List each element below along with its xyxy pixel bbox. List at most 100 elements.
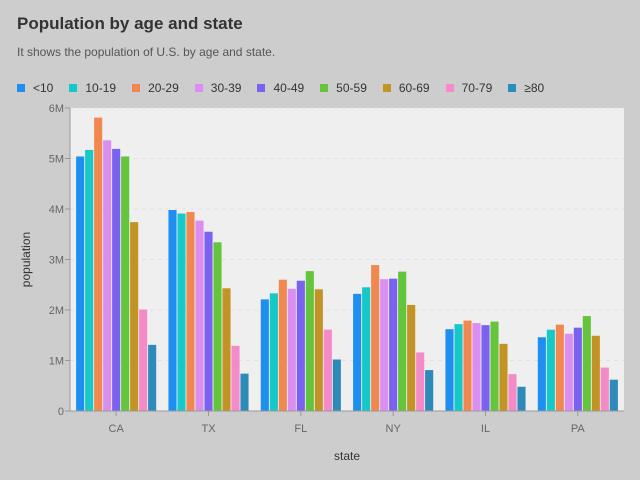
legend-swatch bbox=[445, 84, 454, 92]
y-tick-label: 5M bbox=[49, 154, 64, 166]
legend-label: 70-79 bbox=[461, 81, 493, 95]
bar bbox=[260, 299, 269, 411]
bar bbox=[278, 279, 287, 411]
legend: <10 10-19 20-29 30-39 40-49 50-59 60-69 70-79 ≥8… bbox=[17, 81, 560, 95]
x-tick-label: CA bbox=[109, 423, 125, 435]
legend-swatch bbox=[69, 84, 78, 92]
plot-area bbox=[70, 108, 624, 411]
bar bbox=[168, 210, 177, 411]
legend-item[interactable]: 20-29 bbox=[132, 81, 179, 95]
legend-swatch bbox=[132, 84, 141, 92]
bar bbox=[537, 337, 546, 411]
bar bbox=[121, 156, 130, 411]
bar bbox=[472, 323, 481, 411]
bar bbox=[371, 265, 380, 411]
legend-label: <10 bbox=[33, 81, 54, 95]
bar bbox=[398, 271, 407, 411]
legend-label: 50-59 bbox=[336, 81, 367, 95]
y-tick-label: 0 bbox=[58, 406, 64, 418]
legend-item[interactable]: 30-39 bbox=[194, 81, 242, 95]
bar bbox=[481, 325, 490, 411]
legend-label: ≥80 bbox=[524, 81, 545, 95]
bar bbox=[564, 333, 573, 411]
bar bbox=[573, 327, 582, 411]
bar bbox=[296, 280, 305, 411]
legend-swatch bbox=[17, 84, 25, 92]
legend-swatch bbox=[320, 84, 329, 92]
bar bbox=[204, 231, 213, 411]
bar bbox=[231, 345, 240, 411]
bar bbox=[195, 220, 204, 411]
chart-title: Population by age and state bbox=[17, 14, 243, 33]
bar bbox=[555, 324, 564, 411]
y-axis-title: population bbox=[19, 232, 33, 287]
x-axis-title: state bbox=[334, 449, 360, 463]
bar bbox=[112, 148, 121, 411]
bar bbox=[323, 329, 332, 411]
bar bbox=[517, 386, 526, 411]
bar bbox=[362, 287, 371, 411]
bar bbox=[463, 320, 472, 411]
bar bbox=[600, 367, 609, 411]
y-tick-label: 4M bbox=[49, 204, 64, 216]
legend-item[interactable]: ≥80 bbox=[508, 81, 544, 95]
legend-swatch bbox=[194, 84, 203, 92]
legend-swatch bbox=[257, 84, 266, 92]
legend-swatch bbox=[508, 84, 517, 92]
bar bbox=[546, 329, 555, 411]
bar bbox=[130, 222, 139, 411]
x-tick-label: TX bbox=[201, 423, 216, 435]
y-tick-label: 1M bbox=[49, 356, 64, 368]
bar bbox=[177, 213, 186, 411]
legend-item[interactable]: <10 bbox=[17, 81, 53, 95]
bar bbox=[139, 309, 148, 411]
y-tick-label: 3M bbox=[49, 255, 64, 267]
bar bbox=[287, 288, 296, 411]
bar bbox=[222, 288, 231, 411]
legend-label: 10-19 bbox=[85, 81, 117, 95]
bar bbox=[416, 352, 425, 411]
bar bbox=[94, 117, 103, 411]
x-tick-label: NY bbox=[386, 423, 402, 435]
bar bbox=[389, 278, 398, 411]
bar bbox=[499, 343, 508, 411]
legend-swatch bbox=[382, 84, 391, 92]
legend-label: 30-39 bbox=[210, 81, 242, 95]
y-tick-label: 6M bbox=[49, 103, 64, 115]
bar bbox=[582, 316, 591, 411]
bar bbox=[407, 304, 416, 411]
legend-label: 60-69 bbox=[398, 81, 430, 95]
legend-label: 20-29 bbox=[148, 81, 179, 95]
legend-item[interactable]: 70-79 bbox=[445, 81, 493, 95]
x-tick-label: PA bbox=[571, 423, 586, 435]
legend-item[interactable]: 40-49 bbox=[257, 81, 304, 95]
chart-subtitle: It shows the population of U.S. by age a… bbox=[17, 45, 276, 59]
legend-item[interactable]: 50-59 bbox=[320, 81, 367, 95]
bar bbox=[103, 140, 112, 411]
bar bbox=[490, 321, 499, 411]
bar bbox=[213, 242, 222, 411]
x-tick-label: FL bbox=[294, 423, 307, 435]
bar bbox=[445, 329, 454, 411]
bar bbox=[314, 289, 323, 411]
legend-item[interactable]: 10-19 bbox=[69, 81, 116, 95]
legend-item[interactable]: 60-69 bbox=[382, 81, 430, 95]
x-tick-label: IL bbox=[481, 423, 490, 435]
legend-label: 40-49 bbox=[273, 81, 305, 95]
bar bbox=[591, 335, 600, 411]
bar bbox=[186, 212, 195, 411]
bar bbox=[76, 156, 85, 411]
bar bbox=[609, 379, 618, 411]
bar bbox=[425, 370, 434, 411]
bar bbox=[353, 293, 362, 411]
bar bbox=[380, 279, 389, 411]
bar bbox=[269, 293, 278, 411]
bar bbox=[305, 271, 314, 411]
bar bbox=[332, 359, 341, 411]
bar bbox=[240, 373, 249, 411]
bar bbox=[508, 374, 517, 411]
bar bbox=[85, 149, 94, 412]
bar bbox=[454, 324, 463, 411]
bar bbox=[148, 344, 157, 411]
